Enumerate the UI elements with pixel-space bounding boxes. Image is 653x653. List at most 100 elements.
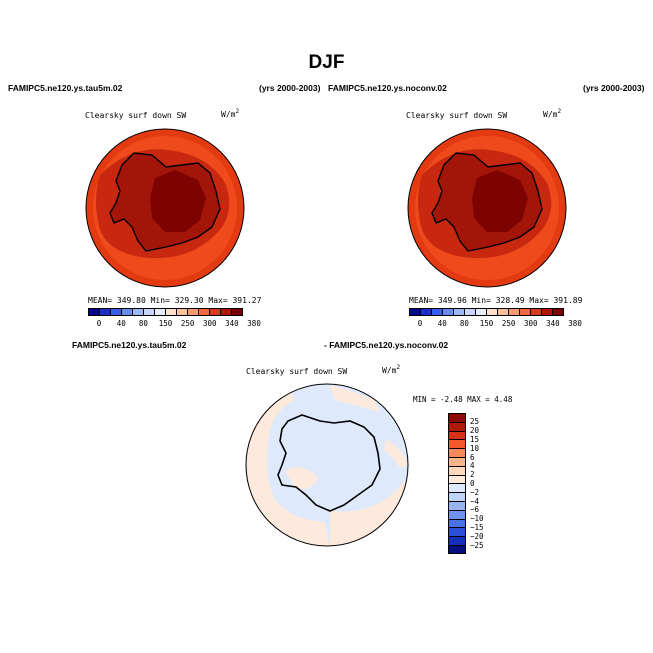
colorbar-swatch (448, 483, 466, 493)
colorbar-tick-label: 20 (470, 426, 480, 436)
colorbar-swatch (155, 309, 166, 315)
colorbar-tick-label: 380 (247, 319, 261, 328)
colorbar-tick-label: 15 (470, 434, 480, 444)
colorbar-swatch (448, 518, 466, 528)
colorbar-swatch (232, 309, 242, 315)
colorbar-tick-label: 150 (479, 319, 494, 328)
colorbar-swatch (448, 465, 466, 475)
colorbar-swatch (531, 309, 542, 315)
colorbar-swatch (448, 439, 466, 449)
colorbar-tick-label: −20 (470, 531, 484, 541)
colorbar-swatch (542, 309, 553, 315)
panel2-colorbar (409, 308, 564, 316)
colorbar-tick-label: 40 (116, 319, 126, 328)
colorbar-swatch (100, 309, 111, 315)
diff-positive-north (330, 385, 380, 412)
colorbar-tick-label: 4 (470, 461, 475, 471)
diff-positive-east (384, 440, 408, 468)
colorbar-tick-label: 25 (470, 417, 480, 427)
panel2-case-label: FAMIPC5.ne120.ys.noconv.02 (328, 83, 447, 93)
colorbar-tick-label: 80 (138, 319, 148, 328)
colorbar-tick-label: −15 (470, 522, 484, 532)
panel2-map-border (407, 128, 567, 288)
diff-positive-west (246, 390, 330, 546)
colorbar-swatch (448, 492, 466, 501)
colorbar-swatch (448, 421, 466, 431)
diff-map-border (245, 383, 409, 547)
diff-colorbar (448, 413, 466, 554)
colorbar-tick-label: 300 (203, 319, 217, 328)
colorbar-swatch (166, 309, 177, 315)
colorbar-swatch (520, 309, 531, 315)
colorbar-swatch (210, 309, 221, 315)
colorbar-swatch (498, 309, 509, 315)
diff-field-label: Clearsky surf down SW (246, 367, 348, 376)
panel1-case-label: FAMIPC5.ne120.ys.tau5m.02 (8, 83, 123, 93)
colorbar-swatch (448, 474, 466, 484)
colorbar-tick-label: 0 (417, 319, 423, 328)
diff-positive-inner (285, 467, 318, 489)
colorbar-swatch (221, 309, 232, 315)
colorbar-tick-label: 40 (437, 319, 447, 328)
colorbar-swatch (133, 309, 144, 315)
panel1-plateau (150, 170, 206, 232)
diff-case-a-label: FAMIPC5.ne120.ys.tau5m.02 (72, 340, 187, 350)
colorbar-swatch (448, 430, 466, 440)
panel2-unit-label: W/m2 (543, 108, 562, 119)
colorbar-swatch (410, 309, 421, 315)
diff-case-b-label: - FAMIPC5.ne120.ys.noconv.02 (324, 340, 449, 350)
colorbar-tick-label: 300 (524, 319, 538, 328)
colorbar-tick-label: −25 (470, 540, 484, 550)
colorbar-swatch (122, 309, 133, 315)
panel1-map-border (85, 128, 245, 288)
panel1-years-label: (yrs 2000-2003) (259, 83, 321, 93)
colorbar-tick-label: 340 (225, 319, 239, 328)
figure-title: DJF (308, 52, 345, 73)
colorbar-tick-label: 6 (470, 452, 475, 462)
panel2-plateau (472, 170, 528, 232)
colorbar-tick-label: −6 (470, 505, 480, 515)
colorbar-swatch (89, 309, 100, 315)
colorbar-swatch (448, 500, 466, 510)
colorbar-swatch (448, 527, 466, 537)
colorbar-tick-label: 150 (158, 319, 173, 328)
panel1-map (86, 129, 244, 287)
colorbar-tick-label: −4 (470, 496, 480, 506)
panel1-field-label: Clearsky surf down SW (85, 111, 187, 120)
diff-positive-south (330, 480, 408, 546)
colorbar-tick-label: 2 (470, 470, 475, 480)
panel1-colorbar (88, 308, 243, 316)
colorbar-swatch (487, 309, 498, 315)
colorbar-tick-label: 10 (470, 443, 480, 453)
panel1-stats: MEAN= 349.80 Min= 329.30 Max= 391.27 (88, 296, 262, 305)
colorbar-tick-label: −2 (470, 487, 480, 497)
colorbar-swatch (432, 309, 443, 315)
colorbar-swatch (421, 309, 432, 315)
diff-map (246, 384, 408, 546)
colorbar-swatch (188, 309, 199, 315)
colorbar-swatch (448, 544, 466, 554)
colorbar-swatch (448, 509, 466, 519)
diff-background (246, 384, 408, 546)
diff-unit-label: W/m2 (382, 364, 401, 375)
colorbar-swatch (454, 309, 465, 315)
colorbar-tick-label: 0 (470, 478, 475, 488)
colorbar-swatch (111, 309, 122, 315)
colorbar-tick-label: 0 (96, 319, 102, 328)
colorbar-swatch (144, 309, 155, 315)
diff-minmax: MIN = -2.48 MAX = 4.48 (413, 395, 513, 404)
colorbar-swatch (448, 413, 466, 422)
panel2-stats: MEAN= 349.96 Min= 328.49 Max= 391.89 (409, 296, 583, 305)
colorbar-swatch (443, 309, 454, 315)
colorbar-tick-label: −10 (470, 514, 484, 524)
colorbar-swatch (476, 309, 487, 315)
colorbar-tick-label: 80 (459, 319, 469, 328)
colorbar-tick-label: 380 (568, 319, 582, 328)
colorbar-swatch (465, 309, 476, 315)
panel2-field-label: Clearsky surf down SW (406, 111, 508, 120)
colorbar-swatch (448, 448, 466, 457)
colorbar-tick-label: 340 (546, 319, 560, 328)
colorbar-swatch (448, 456, 466, 466)
colorbar-swatch (199, 309, 210, 315)
